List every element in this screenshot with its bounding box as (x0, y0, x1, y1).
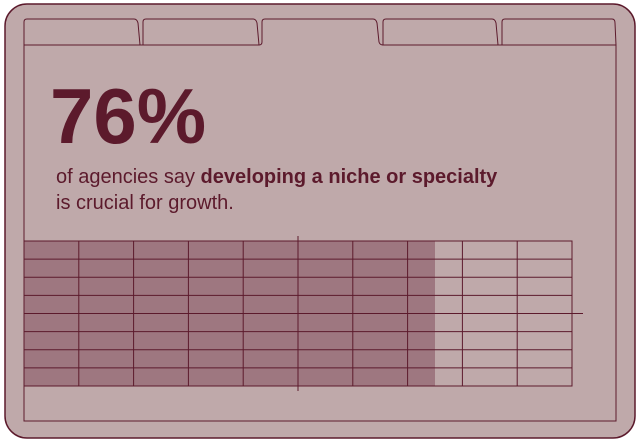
body-text-2: is crucial for growth. (56, 192, 234, 214)
headline: 76% (50, 72, 206, 160)
grid (23, 236, 583, 391)
text-bold: developing a niche or specialty (201, 166, 499, 188)
body-text: of agencies say developing a niche or sp… (56, 166, 498, 188)
folder-panel (23, 18, 617, 422)
folder-tabs (23, 18, 617, 46)
text-before: of agencies say (56, 166, 195, 188)
